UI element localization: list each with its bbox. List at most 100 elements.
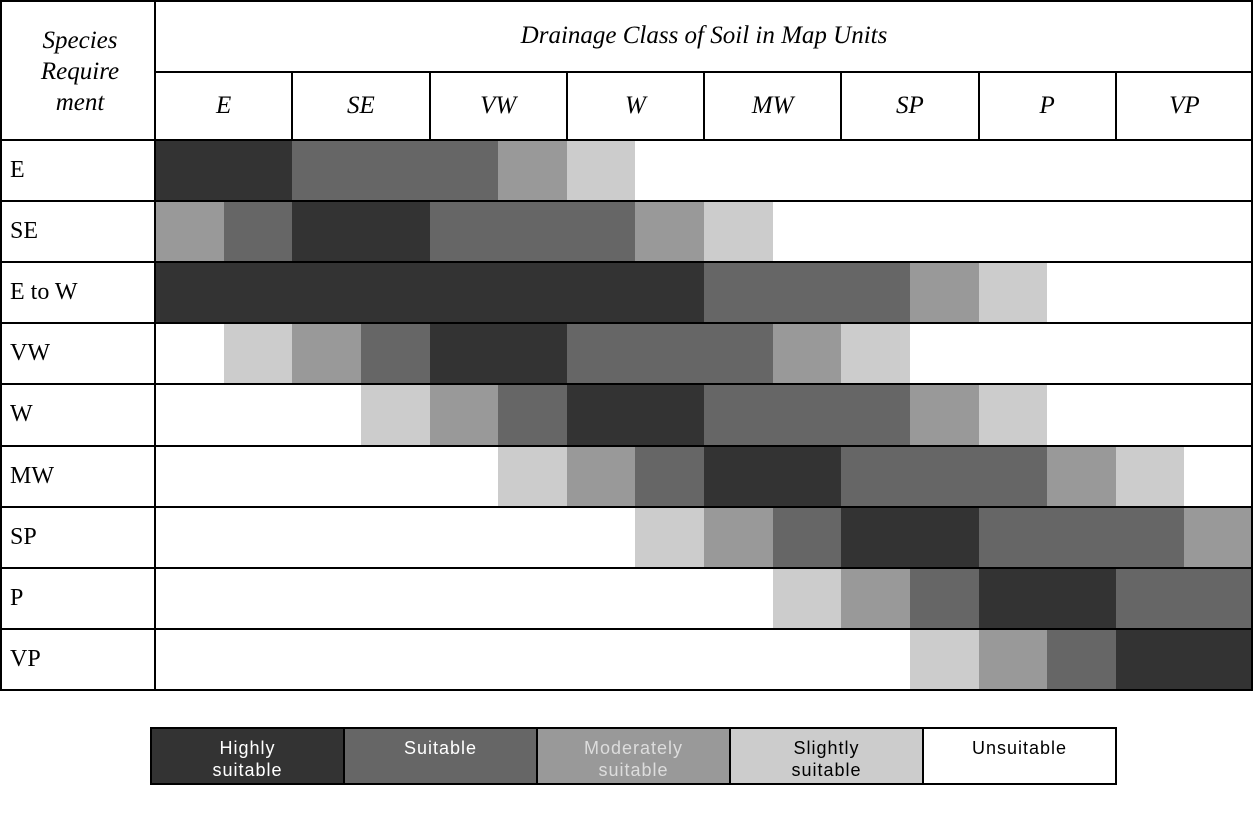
cell [429, 262, 499, 324]
cell [429, 323, 499, 385]
cell [978, 567, 1048, 629]
cell [1115, 567, 1185, 629]
cell [155, 384, 225, 446]
cell [772, 628, 842, 690]
cell [1047, 262, 1117, 324]
cell [704, 506, 774, 568]
row-label: VP [10, 645, 41, 672]
cell [841, 628, 911, 690]
cell [292, 201, 362, 263]
cell [292, 506, 362, 568]
cell [978, 506, 1048, 568]
cell [498, 506, 568, 568]
cell [155, 567, 225, 629]
cell [429, 384, 499, 446]
cell [155, 506, 225, 568]
cell [909, 506, 979, 568]
cell [1184, 628, 1253, 690]
cell [498, 567, 568, 629]
legend-item: Suitable [343, 727, 538, 785]
cell [1115, 506, 1185, 568]
grid-line [703, 72, 705, 140]
grid-line [1114, 72, 1117, 140]
legend-item: Moderately suitable [536, 727, 731, 785]
cell [566, 140, 636, 202]
grid-line [977, 72, 980, 140]
cell [1047, 140, 1117, 202]
cell [1184, 323, 1253, 385]
cell [978, 323, 1048, 385]
grid-line [0, 566, 1253, 569]
cell [566, 262, 636, 324]
cell [223, 201, 293, 263]
cell [498, 323, 568, 385]
cell [1184, 140, 1253, 202]
cell [566, 201, 636, 263]
cell [223, 445, 293, 507]
legend-label: Slightly suitable [791, 738, 862, 780]
cell [1184, 262, 1253, 324]
cell [772, 506, 842, 568]
cell [429, 567, 499, 629]
cell [841, 262, 911, 324]
cell [1047, 445, 1117, 507]
cell [223, 262, 293, 324]
cell [292, 262, 362, 324]
corner-header: Species Requirement [20, 2, 140, 140]
cell [1115, 628, 1185, 690]
column-header: VP [1169, 92, 1200, 119]
cell [223, 323, 293, 385]
grid-line [0, 505, 1253, 508]
cell [635, 384, 705, 446]
cell [155, 140, 225, 202]
cell [429, 140, 499, 202]
grid-line [291, 72, 294, 140]
cell [772, 262, 842, 324]
cell [1184, 201, 1253, 263]
cell [223, 140, 293, 202]
cell [772, 384, 842, 446]
cell [635, 323, 705, 385]
cell [429, 445, 499, 507]
cell [635, 628, 705, 690]
legend-label: Moderately suitable [583, 738, 684, 780]
cell [635, 567, 705, 629]
cell [978, 201, 1048, 263]
cell [292, 628, 362, 690]
cell [978, 445, 1048, 507]
cell [909, 140, 979, 202]
cell [978, 384, 1048, 446]
cell [841, 506, 911, 568]
cell [1047, 567, 1117, 629]
cell [566, 506, 636, 568]
cell [772, 445, 842, 507]
cell [429, 201, 499, 263]
cell [360, 567, 430, 629]
cell [909, 384, 979, 446]
cell [566, 628, 636, 690]
cell [772, 567, 842, 629]
cell [635, 506, 705, 568]
cell [429, 506, 499, 568]
grid-line [0, 689, 1253, 691]
grid-line [0, 200, 1253, 203]
cell [1115, 262, 1185, 324]
cell [635, 445, 705, 507]
cell [498, 140, 568, 202]
cell [360, 445, 430, 507]
cell [772, 201, 842, 263]
row-label: W [10, 401, 33, 428]
cell [360, 140, 430, 202]
cell [360, 506, 430, 568]
cell [909, 628, 979, 690]
cell [360, 262, 430, 324]
cell [841, 201, 911, 263]
cell [704, 140, 774, 202]
cell [1047, 323, 1117, 385]
cell [498, 445, 568, 507]
corner-text: Species Requirement [40, 26, 120, 116]
cell [223, 506, 293, 568]
cell [223, 567, 293, 629]
cell [1115, 445, 1185, 507]
